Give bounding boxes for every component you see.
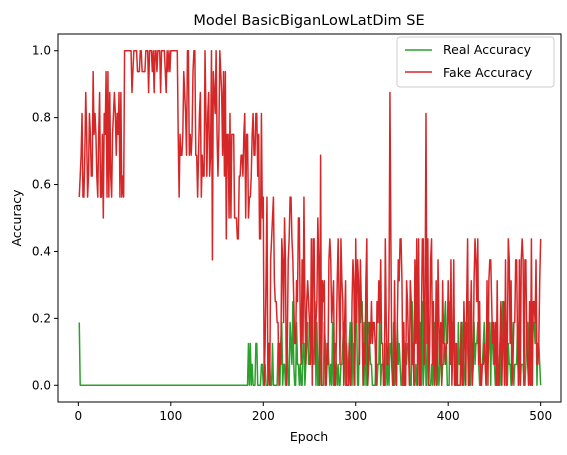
legend-box <box>396 36 555 88</box>
y-tick-label: 0.8 <box>32 111 51 125</box>
x-tick-label: 100 <box>159 409 182 423</box>
y-tick-label: 0.0 <box>32 378 51 392</box>
y-tick-label: 1.0 <box>32 44 51 58</box>
y-tick-label: 0.2 <box>32 311 51 325</box>
x-tick-label: 200 <box>252 409 275 423</box>
chart-title: Model BasicBiganLowLatDim SE <box>193 13 424 29</box>
x-tick-label: 400 <box>437 409 460 423</box>
y-axis-label: Accuracy <box>9 189 24 247</box>
x-tick-label: 300 <box>344 409 367 423</box>
plot-lines <box>78 49 542 387</box>
legend: Real Accuracy Fake Accuracy <box>396 36 555 88</box>
y-tick-label: 0.4 <box>32 244 51 258</box>
legend-label-fake: Fake Accuracy <box>443 65 533 80</box>
x-axis: 0 100 200 300 400 500 <box>75 402 552 423</box>
y-axis: 0.0 0.2 0.4 0.6 0.8 1.0 <box>32 44 58 392</box>
y-tick-label: 0.6 <box>32 178 51 192</box>
legend-label-real: Real Accuracy <box>443 42 532 57</box>
plot-frame <box>57 33 562 403</box>
x-tick-label: 500 <box>529 409 552 423</box>
series-line-fake-accuracy <box>78 49 542 387</box>
x-axis-label: Epoch <box>290 429 328 444</box>
x-tick-label: 0 <box>75 409 83 423</box>
